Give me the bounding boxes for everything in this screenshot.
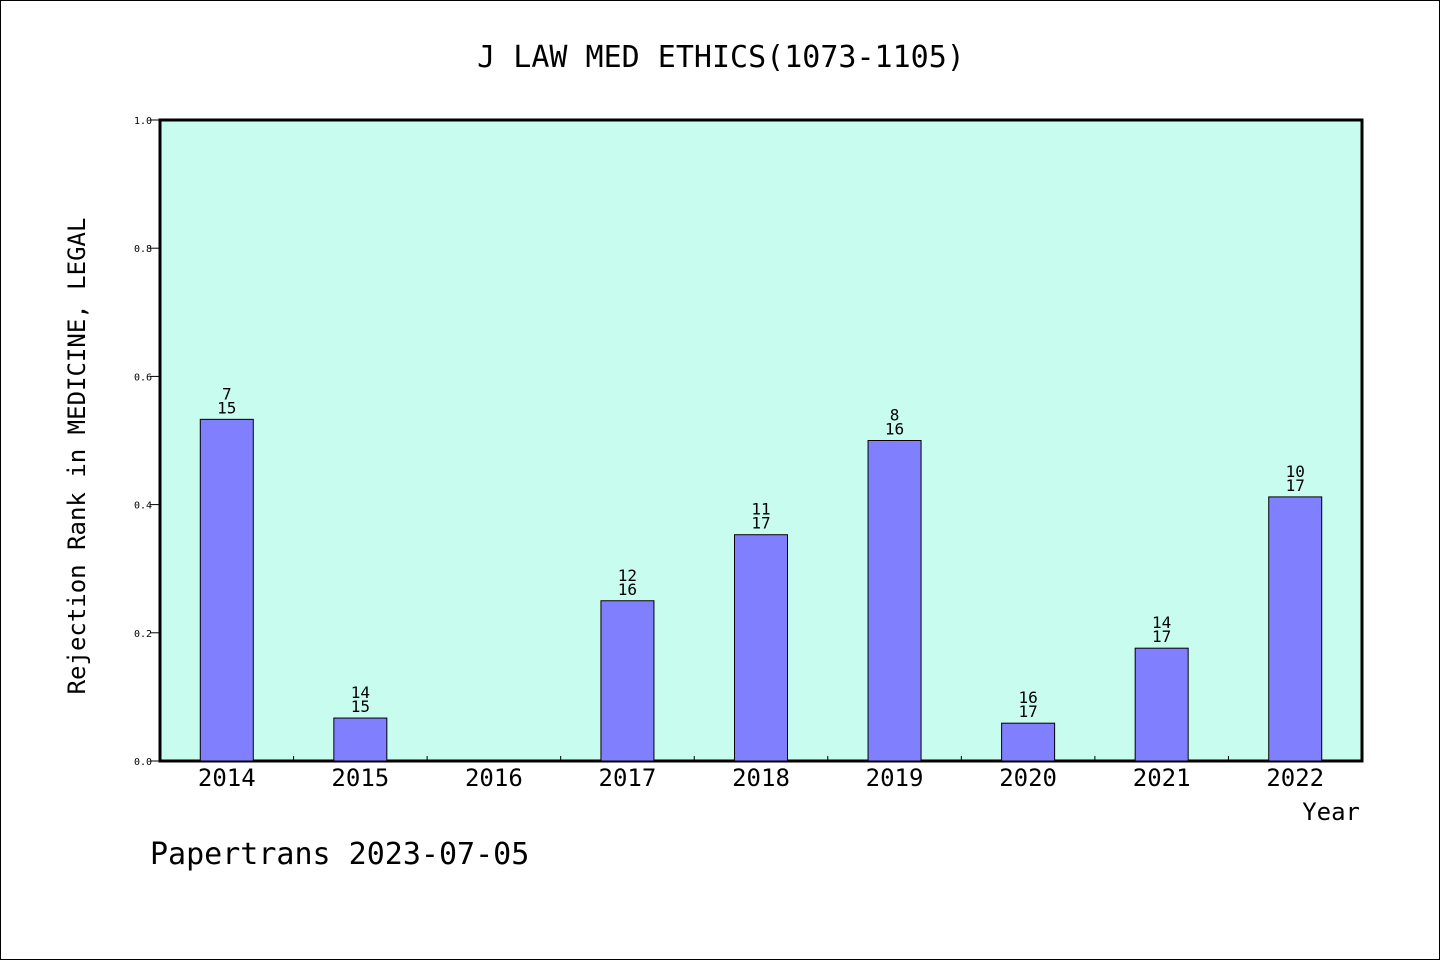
bar-2022	[1268, 496, 1323, 762]
x-tick-label: 2016	[465, 764, 523, 792]
y-tick-label: 0.4	[134, 501, 152, 512]
x-axis-label: Year	[1302, 798, 1360, 826]
bar-2015	[333, 717, 388, 762]
data-label-total: 16	[618, 580, 637, 599]
data-label-total: 17	[1152, 627, 1171, 646]
data-label-total: 17	[1018, 702, 1037, 721]
y-tick-label: 0.2	[134, 629, 152, 640]
data-label-rank: 7	[222, 384, 232, 403]
footer-text: Papertrans 2023-07-05	[150, 837, 529, 872]
y-tick-label: 0.0	[134, 757, 152, 768]
data-label-rank: 8	[890, 406, 900, 425]
bar-2018	[734, 534, 788, 762]
data-label-total: 15	[217, 398, 236, 417]
data-label-total: 16	[885, 420, 904, 439]
x-tick-label: 2021	[1133, 764, 1191, 792]
data-label-total: 17	[751, 514, 770, 533]
x-tick-label: 2018	[732, 764, 790, 792]
data-label-rank: 10	[1286, 462, 1305, 481]
x-tick-label: 2017	[599, 764, 657, 792]
data-label-rank: 11	[751, 500, 770, 519]
x-tick-label: 2020	[999, 764, 1057, 792]
x-tick-label: 2019	[866, 764, 924, 792]
x-tick-label: 2022	[1266, 764, 1324, 792]
bar-2020	[1001, 722, 1056, 762]
data-label-total: 17	[1286, 476, 1305, 495]
data-label-rank: 16	[1018, 688, 1037, 707]
x-axis: 2014 2015 2016 2017 2018 2019 2020 2021 2022	[198, 756, 1324, 792]
y-axis-label: Rejection Rank in MEDICINE, LEGAL	[63, 218, 91, 695]
y-tick-label: 0.6	[134, 372, 152, 383]
bar-2019	[867, 440, 922, 762]
data-label-rank: 14	[1152, 613, 1171, 632]
y-axis: 0.0 0.2 0.4 0.6 0.8 1.0	[134, 116, 160, 768]
data-label-rank: 12	[618, 566, 637, 585]
data-label-rank: 14	[351, 683, 370, 702]
chart-title: J LAW MED ETHICS(1073-1105)	[477, 40, 965, 75]
x-tick-label: 2015	[331, 764, 389, 792]
bar-2017	[600, 600, 655, 762]
y-tick-label: 0.8	[134, 244, 152, 255]
bar-2014	[199, 418, 254, 762]
bar-2021	[1134, 647, 1189, 762]
data-label-total: 15	[351, 697, 370, 716]
x-tick-label: 2014	[198, 764, 256, 792]
y-tick-label: 1.0	[134, 116, 152, 127]
